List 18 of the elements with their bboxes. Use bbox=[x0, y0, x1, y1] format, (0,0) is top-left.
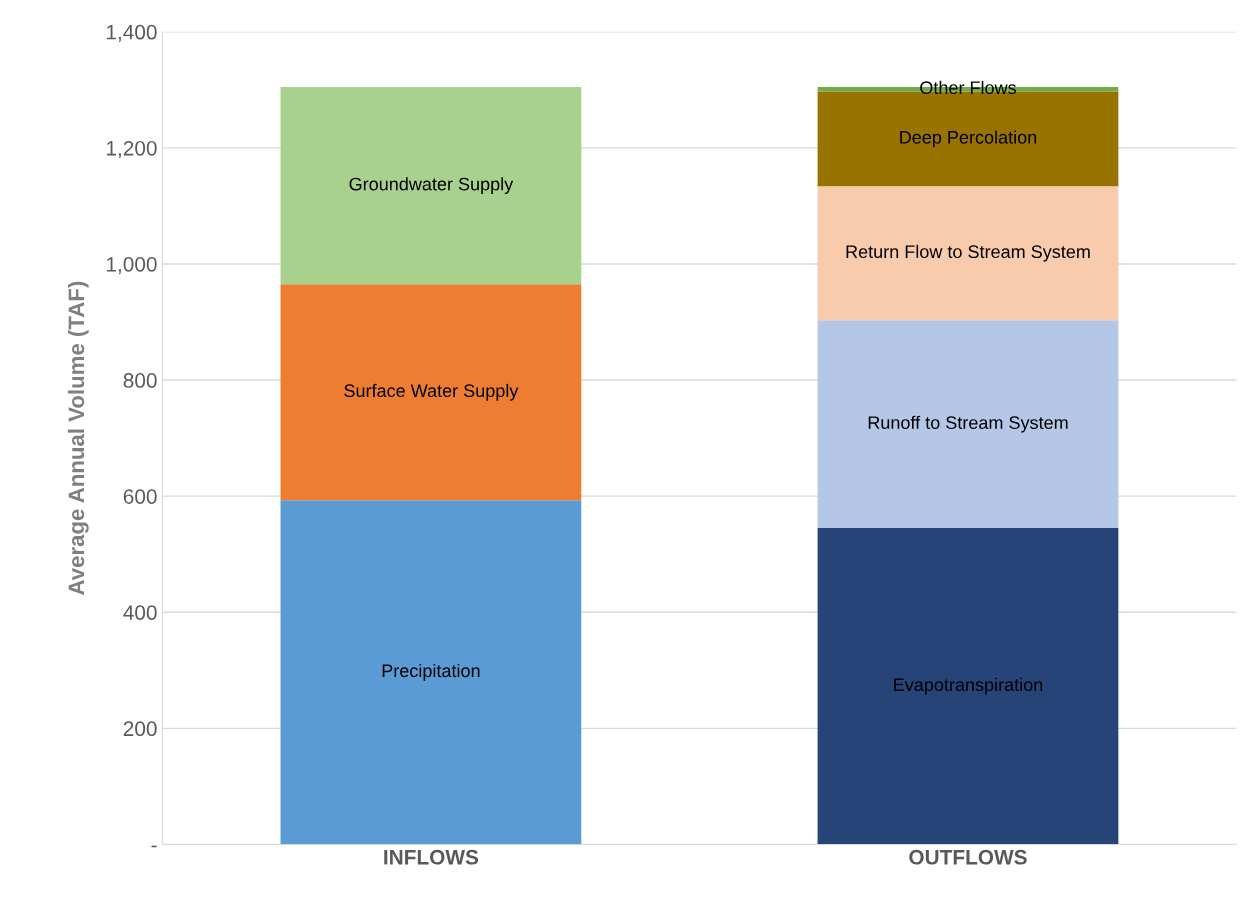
x-tick-label: OUTFLOWS bbox=[909, 849, 1027, 865]
y-tick-label: 800 bbox=[123, 373, 157, 388]
y-axis-title: Average Annual Volume (TAF) bbox=[67, 281, 89, 595]
series-label: Return Flow to Stream System bbox=[846, 244, 1090, 262]
series-label: Deep Percolation bbox=[900, 130, 1037, 148]
y-tick-label: 400 bbox=[123, 605, 157, 621]
y-tick-label: 1,000 bbox=[106, 256, 157, 275]
y-tick-label: 200 bbox=[123, 721, 157, 737]
y-tick-label: - bbox=[151, 845, 157, 848]
y-tick-label: 1,200 bbox=[106, 140, 157, 159]
series-label: Precipitation bbox=[382, 663, 480, 681]
series-label: Evapotranspiration bbox=[894, 677, 1043, 695]
x-tick-label: INFLOWS bbox=[384, 849, 479, 865]
y-tick-label: 600 bbox=[123, 489, 157, 504]
y-tick-label: 1,400 bbox=[106, 24, 157, 42]
series-label: Runoff to Stream System bbox=[868, 415, 1068, 433]
series-label: Surface Water Supply bbox=[344, 383, 519, 401]
series-label: Groundwater Supply bbox=[349, 177, 514, 195]
